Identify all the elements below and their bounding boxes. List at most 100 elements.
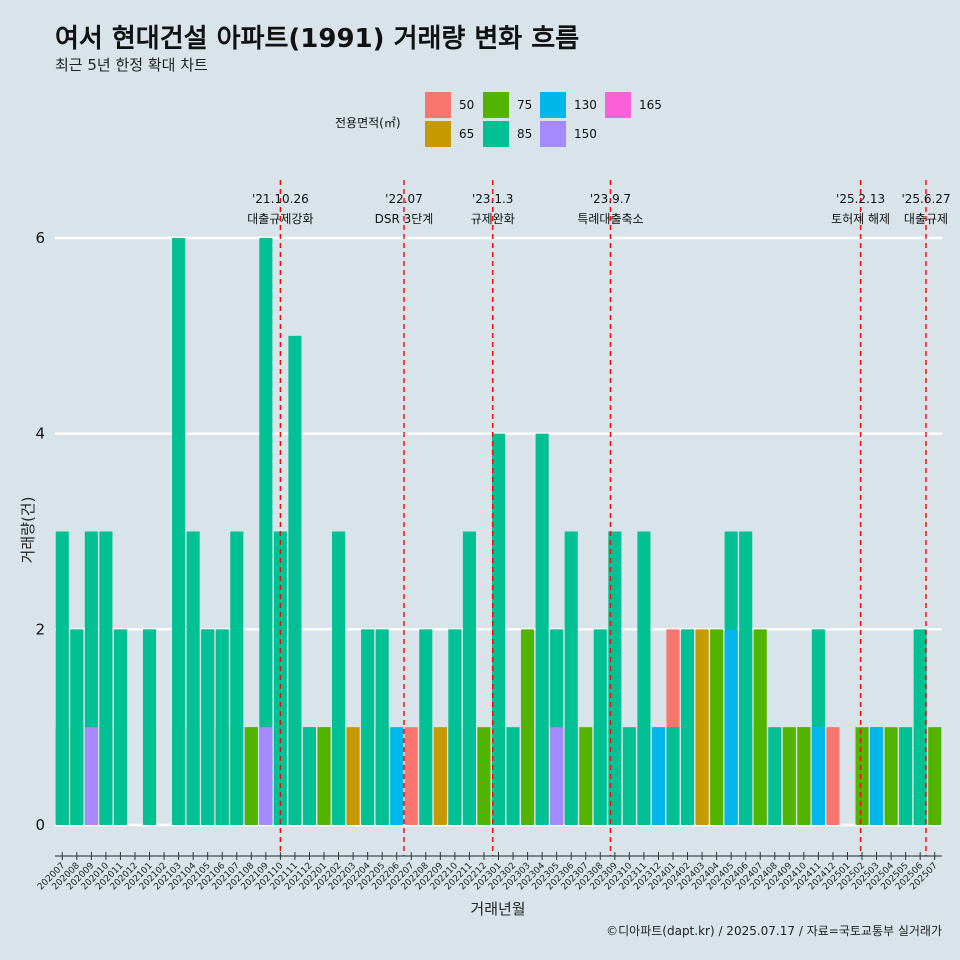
bar-202211-85	[462, 531, 476, 825]
legend-label: 85	[517, 127, 533, 141]
event-label: DSR 3단계	[375, 212, 434, 226]
bar-202402-85	[680, 629, 695, 825]
bar-202410-75	[797, 727, 811, 825]
event-date: '23.9.7	[590, 192, 631, 206]
bar-202007-85	[55, 531, 69, 825]
bar-202208-85	[419, 629, 433, 825]
bar-202103-85	[172, 238, 186, 825]
bar-202409-75	[782, 727, 796, 825]
legend-label: 65	[459, 127, 475, 141]
event-date: '25.2.13	[836, 192, 885, 206]
legend-item-50: 50	[425, 92, 474, 118]
bar-202404-75	[710, 629, 724, 825]
event-lines: '21.10.26 대출규제강화 '22.07 DSR 3단계 '23.1.3 규제완화 '…	[247, 180, 951, 856]
bar-202108-75	[244, 727, 258, 825]
bar-202207-50	[404, 727, 418, 825]
bar-202201-75	[317, 727, 331, 825]
event-label: 대출규제강화	[247, 212, 313, 226]
chart-title: 여서 현대건설 아파트(1991) 거래량 변화 흐름	[55, 24, 580, 54]
legend-swatch	[540, 121, 566, 147]
legend-label: 165	[639, 98, 662, 112]
bar-202407-75	[753, 629, 767, 825]
bar-202209-65	[433, 727, 447, 825]
bar-202408-85	[768, 727, 782, 825]
bar-202406-85	[739, 531, 753, 825]
legend-label: 50	[459, 98, 475, 112]
bar-202109-150	[259, 727, 273, 825]
bar-202008-85	[70, 629, 84, 825]
bar-202301-85	[491, 433, 506, 825]
bar-202112-85	[302, 727, 317, 825]
bar-202411-130	[811, 727, 825, 825]
bar-202507-75	[928, 727, 942, 825]
bar-202303-75	[521, 629, 535, 825]
x-axis-label: 거래년월	[470, 900, 525, 918]
event-label: 규제완화	[471, 212, 515, 226]
bar-202309-85	[608, 531, 622, 825]
event-date: '22.07	[385, 192, 423, 206]
bar-202212-75	[477, 727, 491, 825]
bars	[55, 238, 942, 825]
bar-202412-50	[826, 727, 840, 825]
bar-202109-85	[259, 238, 273, 825]
y-tick-label: 0	[35, 816, 45, 834]
bar-202206-130	[390, 727, 404, 825]
event-label: 대출규제	[904, 212, 948, 226]
bar-202104-85	[186, 531, 200, 825]
legend-title: 전용면적(㎡)	[335, 116, 401, 130]
bar-202106-85	[215, 629, 229, 825]
bar-202401-85	[666, 727, 680, 825]
legend-swatch	[425, 121, 451, 147]
event-date: '25.6.27	[901, 192, 950, 206]
bar-202210-85	[448, 629, 462, 825]
bar-202205-85	[375, 629, 389, 825]
legend-label: 75	[517, 98, 533, 112]
y-tick-label: 6	[35, 229, 45, 247]
bar-202011-85	[113, 629, 127, 825]
credit-text: ©디아파트(dapt.kr) / 2025.07.17 / 자료=국토교통부 실…	[606, 924, 942, 938]
bar-202306-85	[564, 531, 578, 825]
bar-202101-85	[142, 629, 157, 825]
bar-202311-85	[637, 531, 651, 825]
bar-202502-75	[855, 727, 869, 825]
bar-202302-85	[506, 727, 520, 825]
legend-swatch	[483, 92, 509, 118]
bar-202203-65	[346, 727, 360, 825]
legend-item-165: 165	[605, 92, 662, 118]
legend-item-75: 75	[483, 92, 532, 118]
bar-202010-85	[99, 531, 113, 825]
bar-202009-150	[84, 727, 98, 825]
bar-202202-85	[332, 531, 346, 825]
bar-202503-130	[870, 727, 884, 825]
bar-202310-85	[622, 727, 636, 825]
y-tick-label: 2	[35, 620, 45, 638]
event-date: '21.10.26	[252, 192, 309, 206]
bar-202505-85	[899, 727, 913, 825]
y-tick-label: 4	[35, 425, 45, 443]
bar-202504-75	[884, 727, 898, 825]
bar-202403-65	[695, 629, 709, 825]
bar-202204-85	[361, 629, 375, 825]
legend-item-85: 85	[483, 121, 532, 147]
bar-202312-130	[651, 727, 665, 825]
bar-202308-85	[593, 629, 607, 825]
legend-swatch	[483, 121, 509, 147]
legend-swatch	[425, 92, 451, 118]
legend-item-130: 130	[540, 92, 597, 118]
y-axis-label: 거래량(건)	[19, 497, 37, 564]
legend-item-150: 150	[540, 121, 597, 147]
bar-202107-85	[230, 531, 244, 825]
bar-202307-75	[579, 727, 593, 825]
bar-202405-130	[724, 629, 738, 825]
chart-subtitle: 최근 5년 한정 확대 차트	[55, 56, 208, 74]
legend-swatch	[605, 92, 631, 118]
bar-202305-150	[550, 727, 564, 825]
event-label: 토허제 해제	[831, 212, 890, 226]
bar-202111-85	[288, 335, 302, 825]
event-label: 특례대출축소	[577, 212, 643, 226]
legend-label: 130	[574, 98, 597, 112]
bar-202304-85	[535, 433, 549, 825]
bar-202105-85	[201, 629, 215, 825]
legend-swatch	[540, 92, 566, 118]
